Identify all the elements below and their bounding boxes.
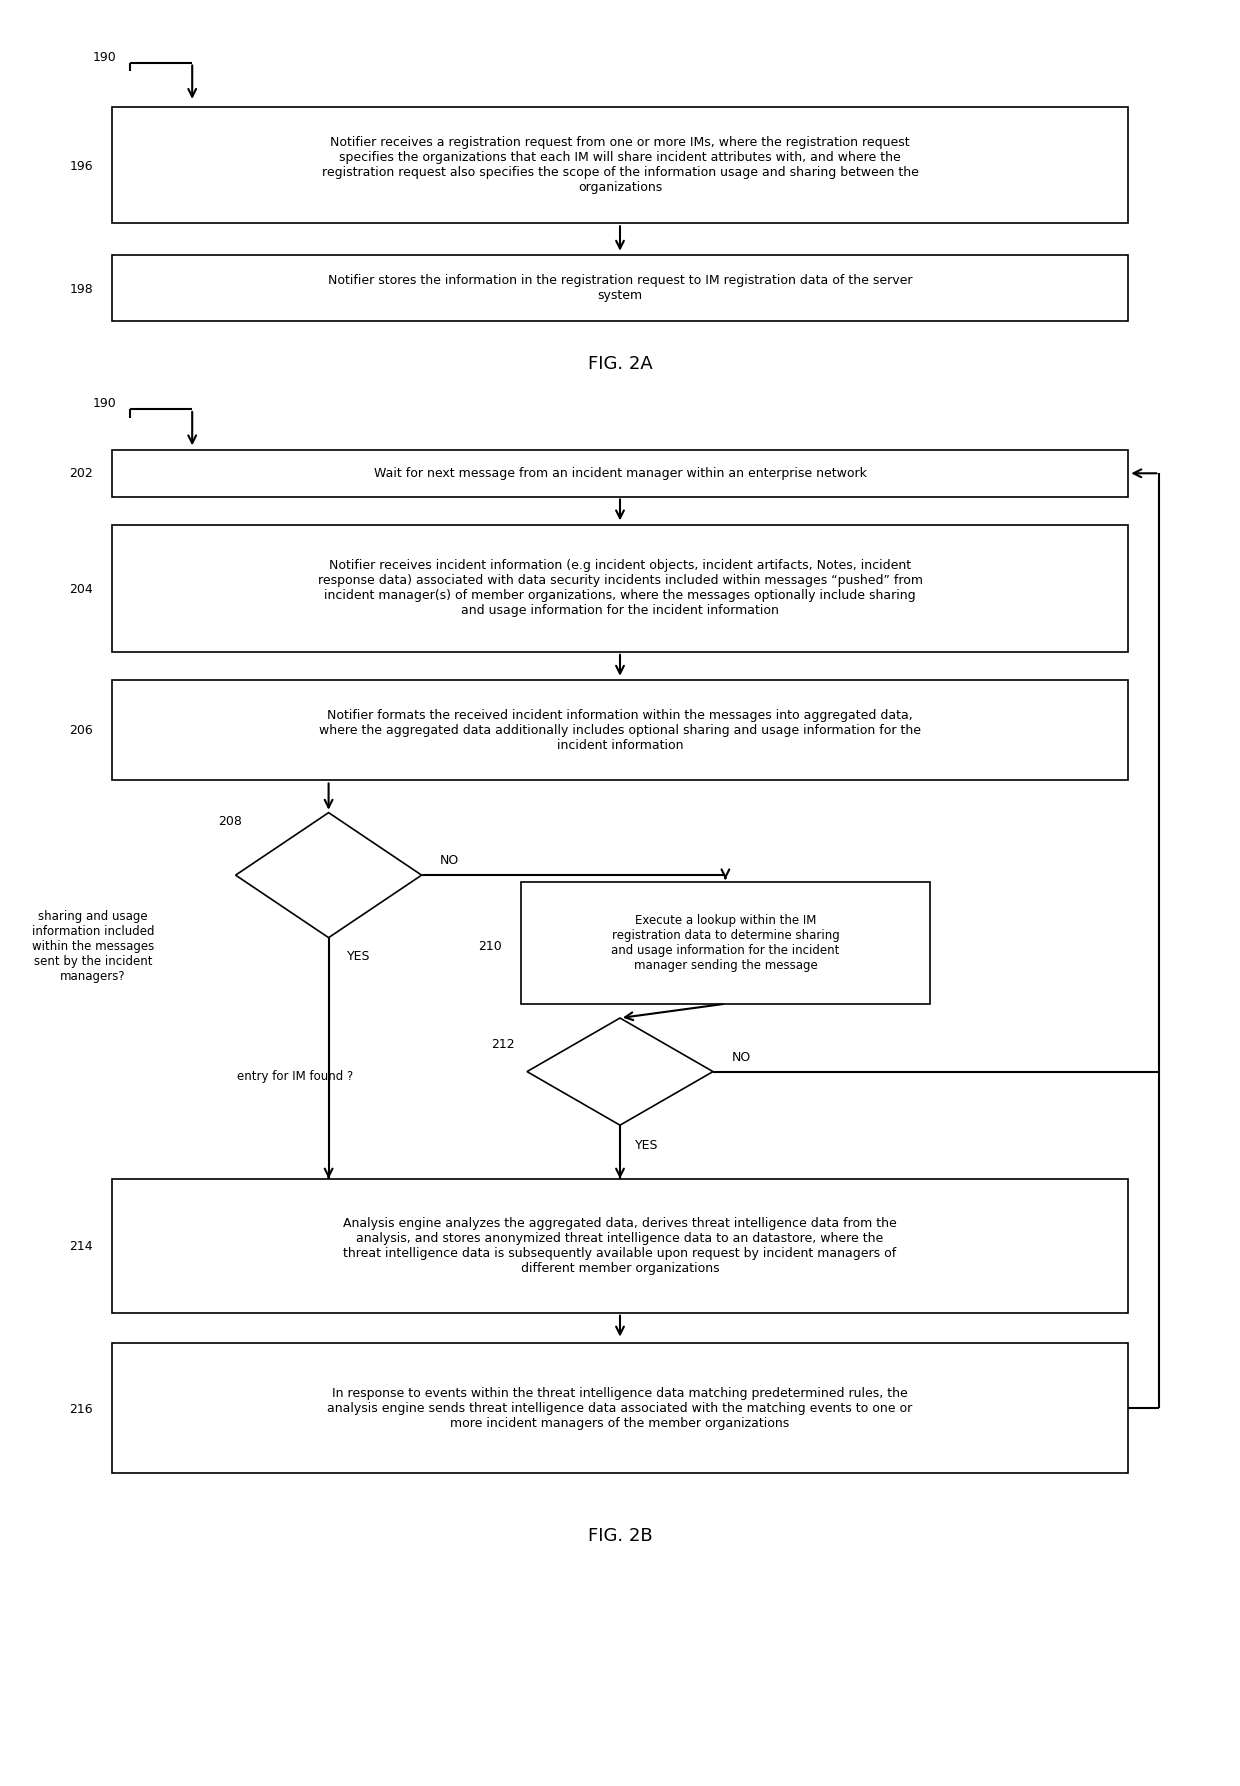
Text: Analysis engine analyzes the aggregated data, derives threat intelligence data f: Analysis engine analyzes the aggregated …: [343, 1216, 897, 1275]
Text: 214: 214: [69, 1239, 93, 1254]
FancyBboxPatch shape: [112, 107, 1128, 223]
FancyBboxPatch shape: [112, 1179, 1128, 1313]
Text: In response to events within the threat intelligence data matching predetermined: In response to events within the threat …: [327, 1386, 913, 1431]
Text: 190: 190: [93, 396, 117, 411]
FancyBboxPatch shape: [521, 882, 930, 1004]
Text: Notifier formats the received incident information within the messages into aggr: Notifier formats the received incident i…: [319, 709, 921, 752]
Text: 206: 206: [69, 723, 93, 738]
FancyBboxPatch shape: [112, 450, 1128, 497]
Polygon shape: [527, 1018, 713, 1125]
Text: Notifier stores the information in the registration request to IM registration d: Notifier stores the information in the r…: [327, 275, 913, 302]
FancyBboxPatch shape: [112, 1343, 1128, 1473]
Text: 196: 196: [69, 159, 93, 173]
Text: NO: NO: [732, 1050, 751, 1064]
Text: FIG. 2B: FIG. 2B: [588, 1527, 652, 1545]
Text: sharing and usage
information included
within the messages
sent by the incident
: sharing and usage information included w…: [32, 911, 154, 982]
Text: 198: 198: [69, 282, 93, 296]
Text: Execute a lookup within the IM
registration data to determine sharing
and usage : Execute a lookup within the IM registrat…: [611, 914, 839, 972]
Text: 212: 212: [491, 1038, 515, 1052]
Text: FIG. 2A: FIG. 2A: [588, 355, 652, 373]
FancyBboxPatch shape: [112, 680, 1128, 780]
Text: 204: 204: [69, 582, 93, 597]
Text: NO: NO: [440, 854, 460, 868]
Text: Wait for next message from an incident manager within an enterprise network: Wait for next message from an incident m…: [373, 466, 867, 480]
Text: Notifier receives incident information (e.g incident objects, incident artifacts: Notifier receives incident information (…: [317, 559, 923, 618]
Text: entry for IM found ?: entry for IM found ?: [237, 1070, 353, 1084]
Text: 216: 216: [69, 1402, 93, 1416]
Polygon shape: [236, 813, 422, 938]
Text: 208: 208: [218, 814, 242, 829]
Text: YES: YES: [635, 1139, 658, 1152]
Text: 210: 210: [479, 939, 502, 954]
Text: YES: YES: [347, 950, 371, 963]
Text: 190: 190: [93, 50, 117, 64]
Text: 202: 202: [69, 466, 93, 480]
Text: Notifier receives a registration request from one or more IMs, where the registr: Notifier receives a registration request…: [321, 136, 919, 195]
FancyBboxPatch shape: [112, 255, 1128, 321]
FancyBboxPatch shape: [112, 525, 1128, 652]
